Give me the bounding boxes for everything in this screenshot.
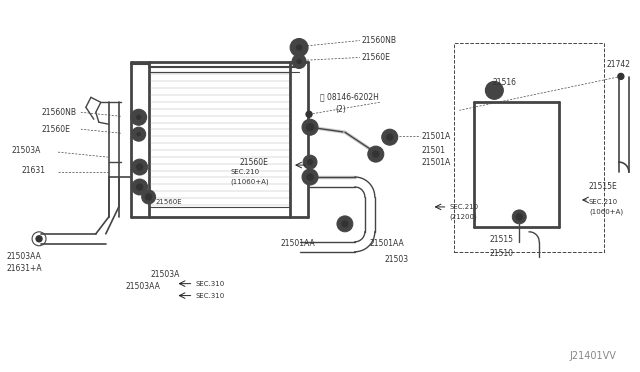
Circle shape bbox=[516, 214, 522, 220]
Circle shape bbox=[132, 159, 148, 175]
Circle shape bbox=[131, 109, 147, 125]
Text: (1060+A): (1060+A) bbox=[589, 209, 623, 215]
Circle shape bbox=[137, 133, 140, 136]
Text: 21560E: 21560E bbox=[156, 199, 182, 205]
Circle shape bbox=[512, 210, 526, 224]
Text: 21516: 21516 bbox=[492, 78, 516, 87]
Circle shape bbox=[382, 129, 397, 145]
Circle shape bbox=[137, 184, 143, 190]
Circle shape bbox=[342, 221, 348, 227]
Circle shape bbox=[307, 124, 314, 131]
Text: 21560E: 21560E bbox=[41, 125, 70, 134]
Text: 21503A: 21503A bbox=[150, 270, 180, 279]
Text: J21401VV: J21401VV bbox=[569, 352, 616, 361]
Circle shape bbox=[337, 216, 353, 232]
Text: 21560NB: 21560NB bbox=[41, 108, 76, 117]
Text: 21501AA: 21501AA bbox=[280, 239, 315, 248]
Text: 21501A: 21501A bbox=[422, 132, 451, 141]
Circle shape bbox=[141, 190, 156, 204]
Text: 21501: 21501 bbox=[422, 145, 445, 155]
Text: (21200): (21200) bbox=[449, 214, 477, 220]
Text: 21631+A: 21631+A bbox=[6, 264, 42, 273]
Circle shape bbox=[295, 58, 303, 65]
Text: SEC.210: SEC.210 bbox=[230, 169, 259, 175]
Circle shape bbox=[146, 194, 152, 200]
Circle shape bbox=[292, 54, 306, 68]
Text: Ⓑ 08146-6202H: Ⓑ 08146-6202H bbox=[320, 93, 379, 102]
Text: SEC.310: SEC.310 bbox=[195, 293, 225, 299]
Circle shape bbox=[132, 127, 146, 141]
Text: (2): (2) bbox=[335, 105, 346, 114]
Circle shape bbox=[134, 130, 143, 138]
Text: 21501A: 21501A bbox=[422, 158, 451, 167]
Circle shape bbox=[134, 113, 143, 122]
Circle shape bbox=[307, 174, 313, 180]
Text: 21501AA: 21501AA bbox=[370, 239, 404, 248]
Text: SEC.210: SEC.210 bbox=[449, 204, 479, 210]
Circle shape bbox=[303, 155, 317, 169]
Circle shape bbox=[302, 169, 318, 185]
Circle shape bbox=[368, 146, 384, 162]
Text: 21503A: 21503A bbox=[11, 145, 40, 155]
Circle shape bbox=[297, 60, 301, 64]
Circle shape bbox=[296, 45, 301, 50]
Text: SEC.210: SEC.210 bbox=[589, 199, 618, 205]
Circle shape bbox=[387, 134, 393, 140]
Text: (11060+A): (11060+A) bbox=[230, 179, 269, 185]
Text: 21560E: 21560E bbox=[239, 158, 268, 167]
Text: 21503AA: 21503AA bbox=[125, 282, 161, 291]
Text: 21631: 21631 bbox=[21, 166, 45, 174]
Circle shape bbox=[485, 81, 503, 99]
Text: 21515: 21515 bbox=[490, 235, 513, 244]
Circle shape bbox=[137, 115, 141, 119]
Circle shape bbox=[373, 151, 379, 157]
Circle shape bbox=[137, 164, 143, 170]
Text: 21560NB: 21560NB bbox=[362, 36, 397, 45]
Circle shape bbox=[132, 179, 148, 195]
Circle shape bbox=[302, 119, 318, 135]
Text: SEC.310: SEC.310 bbox=[195, 280, 225, 287]
Circle shape bbox=[618, 73, 624, 79]
Text: 21503AA: 21503AA bbox=[6, 252, 41, 261]
Bar bbox=[454, 42, 604, 252]
Text: 21510: 21510 bbox=[490, 249, 513, 258]
Circle shape bbox=[306, 111, 312, 117]
Text: 21742: 21742 bbox=[607, 60, 631, 69]
Circle shape bbox=[290, 39, 308, 57]
Circle shape bbox=[294, 42, 304, 52]
Text: 21560E: 21560E bbox=[362, 53, 390, 62]
Circle shape bbox=[308, 160, 312, 164]
Circle shape bbox=[36, 236, 42, 242]
Text: 21503: 21503 bbox=[385, 255, 409, 264]
Text: 21515E: 21515E bbox=[589, 183, 618, 192]
